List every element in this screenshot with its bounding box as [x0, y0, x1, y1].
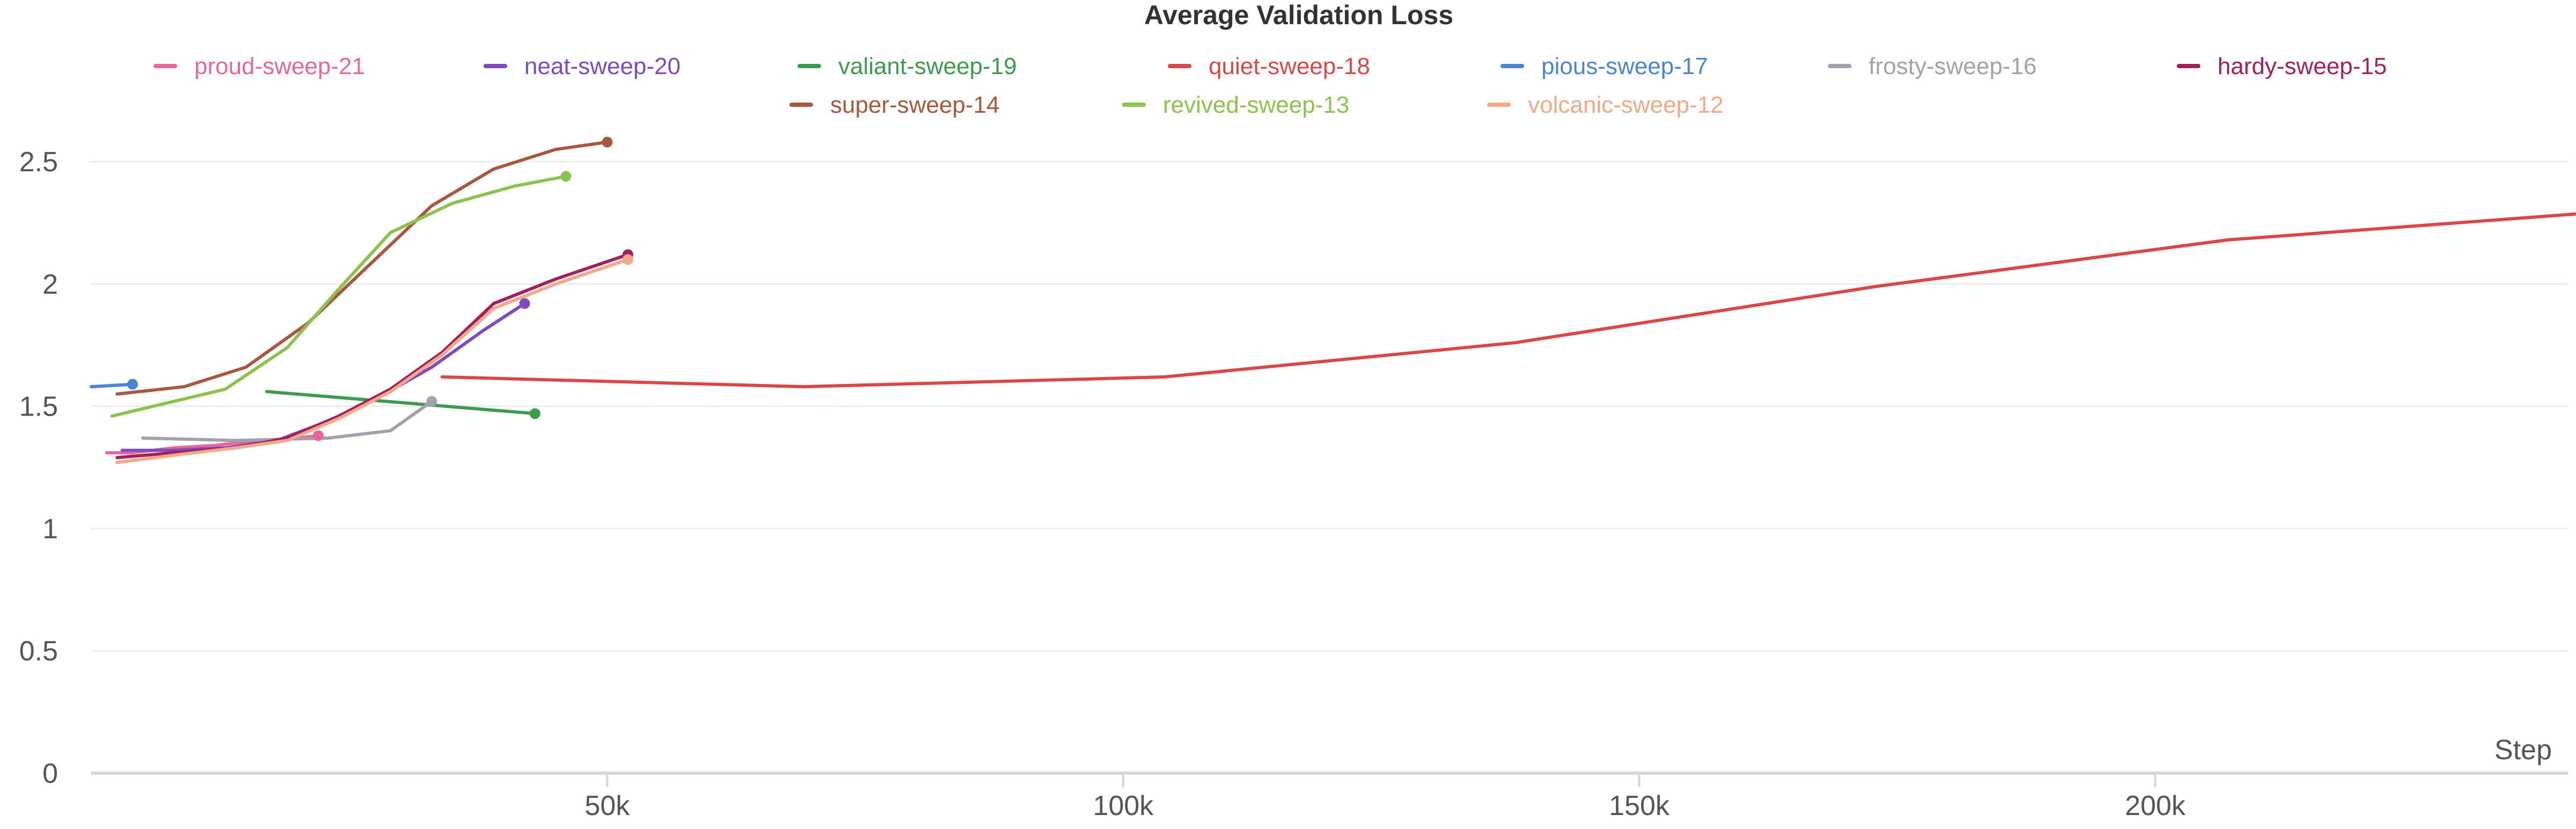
series-end-point-proud-sweep-21[interactable]: [313, 430, 324, 441]
x-tick-label: 200k: [2125, 790, 2186, 821]
legend-item-super-sweep-14[interactable]: super-sweep-14: [789, 92, 1000, 118]
legend-item-frosty-sweep-16[interactable]: frosty-sweep-16: [1828, 53, 2037, 79]
series-line-quiet-sweep-18[interactable]: [440, 212, 2576, 389]
grid: 0 0.5 1 1.5 2 2.5: [19, 147, 2568, 789]
x-tick-label: 150k: [1609, 790, 1670, 821]
series-end-point-super-sweep-14[interactable]: [602, 136, 613, 148]
legend-label: neat-sweep-20: [524, 53, 680, 79]
series-line-super-sweep-14[interactable]: [115, 140, 609, 396]
x-axis-label: Step: [2494, 735, 2552, 766]
series-line-frosty-sweep-16[interactable]: [141, 399, 434, 442]
legend-label: frosty-sweep-16: [1869, 53, 2037, 79]
y-tick-label: 2.5: [19, 147, 58, 178]
legend-item-neat-sweep-20[interactable]: neat-sweep-20: [484, 53, 680, 79]
chart-title: Average Validation Loss: [1144, 0, 1453, 30]
legend-label: proud-sweep-21: [194, 53, 365, 79]
legend-label: hardy-sweep-15: [2218, 53, 2387, 79]
y-tick-label: 2: [42, 269, 58, 300]
series-end-point-neat-sweep-20[interactable]: [519, 298, 530, 309]
legend-item-pious-sweep-17[interactable]: pious-sweep-17: [1501, 53, 1708, 79]
legend-label: valiant-sweep-19: [838, 53, 1017, 79]
x-tick-label: 100k: [1093, 790, 1154, 821]
legend-item-volcanic-sweep-12[interactable]: volcanic-sweep-12: [1487, 92, 1723, 118]
series-end-point-volcanic-sweep-12[interactable]: [622, 254, 633, 265]
y-tick-label: 0.5: [19, 636, 58, 667]
legend-item-revived-sweep-13[interactable]: revived-sweep-13: [1122, 92, 1349, 118]
legend-item-hardy-sweep-15[interactable]: hardy-sweep-15: [2177, 53, 2387, 79]
series-lines: [90, 140, 2576, 464]
series-line-pious-sweep-17[interactable]: [90, 382, 134, 389]
y-tick-label: 1: [42, 513, 58, 544]
legend-item-valiant-sweep-19[interactable]: valiant-sweep-19: [797, 53, 1017, 79]
legend-label: revived-sweep-13: [1163, 92, 1349, 118]
legend-item-quiet-sweep-18[interactable]: quiet-sweep-18: [1168, 53, 1370, 79]
series-end-point-revived-sweep-13[interactable]: [560, 171, 572, 182]
series-end-point-pious-sweep-17[interactable]: [127, 379, 138, 390]
series-end-points: [127, 136, 633, 441]
series-end-point-frosty-sweep-16[interactable]: [426, 396, 437, 407]
x-tick-label: 50k: [585, 790, 631, 821]
legend-item-proud-sweep-21[interactable]: proud-sweep-21: [153, 53, 365, 79]
axes: Step 50k 100k 150k 200k: [91, 735, 2568, 821]
series-end-point-valiant-sweep-19[interactable]: [529, 408, 540, 419]
series-line-volcanic-sweep-12[interactable]: [115, 258, 630, 464]
legend-label: quiet-sweep-18: [1209, 53, 1370, 79]
series-line-valiant-sweep-19[interactable]: [265, 390, 537, 416]
legend: proud-sweep-21 neat-sweep-20 valiant-sweep…: [153, 53, 2387, 118]
y-tick-label: 1.5: [19, 391, 58, 423]
legend-label: volcanic-sweep-12: [1528, 92, 1723, 118]
legend-label: super-sweep-14: [830, 92, 1000, 118]
y-tick-label: 0: [42, 758, 58, 789]
legend-label: pious-sweep-17: [1541, 53, 1708, 79]
series-line-revived-sweep-13[interactable]: [110, 174, 568, 418]
